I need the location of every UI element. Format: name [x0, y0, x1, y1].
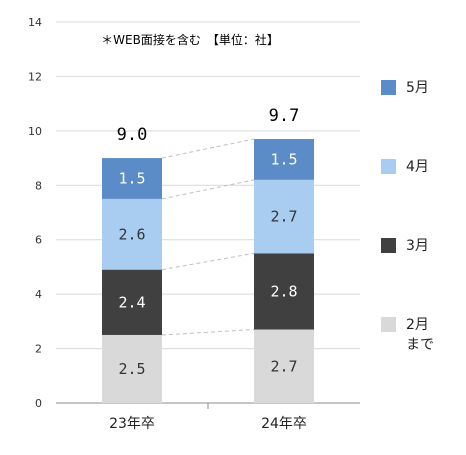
y-tick-label: 14 [28, 16, 42, 29]
segment-label: 2.6 [118, 225, 145, 243]
segment-label: 1.5 [118, 169, 145, 187]
segment-label: 2.8 [270, 282, 297, 300]
series-connector [161, 138, 255, 159]
y-tick-label: 0 [35, 397, 42, 410]
legend-label: 3月 [406, 238, 429, 254]
segment-label: 2.7 [270, 357, 297, 375]
x-category-label: 24年卒 [261, 416, 307, 432]
segment-label: 2.4 [118, 293, 145, 311]
series-connector [161, 179, 255, 200]
legend-swatch [381, 238, 396, 253]
y-tick-label: 8 [35, 179, 42, 192]
chart-title: ＊WEB面接を含む 【単位：社】 [101, 32, 279, 47]
legend-label: まで [406, 337, 434, 353]
series-connector [161, 252, 255, 271]
series-connector [161, 329, 255, 336]
segment-label: 2.7 [270, 208, 297, 226]
total-label: 9.0 [117, 125, 148, 145]
y-tick-label: 10 [28, 125, 42, 138]
bar-segment [254, 179, 314, 254]
legend-label: 2月 [406, 317, 429, 333]
legend-swatch [381, 159, 396, 174]
legend-swatch [381, 317, 396, 332]
bar-segment [102, 198, 162, 270]
bar-segment [102, 334, 162, 403]
bar-segment [102, 158, 162, 199]
x-category-label: 23年卒 [109, 416, 155, 432]
bar-segment [254, 139, 314, 180]
bar-segment [102, 269, 162, 335]
total-label: 9.7 [269, 106, 300, 126]
y-tick-label: 4 [35, 288, 42, 301]
segment-label: 2.5 [118, 360, 145, 378]
y-tick-label: 2 [35, 343, 42, 356]
bar-segment [254, 253, 314, 330]
y-tick-label: 6 [35, 234, 42, 247]
legend-swatch [381, 80, 396, 95]
segment-label: 1.5 [270, 150, 297, 168]
legend-label: 4月 [406, 159, 429, 175]
y-tick-label: 12 [28, 70, 42, 83]
bar-segment [254, 329, 314, 403]
legend-label: 5月 [406, 80, 429, 96]
